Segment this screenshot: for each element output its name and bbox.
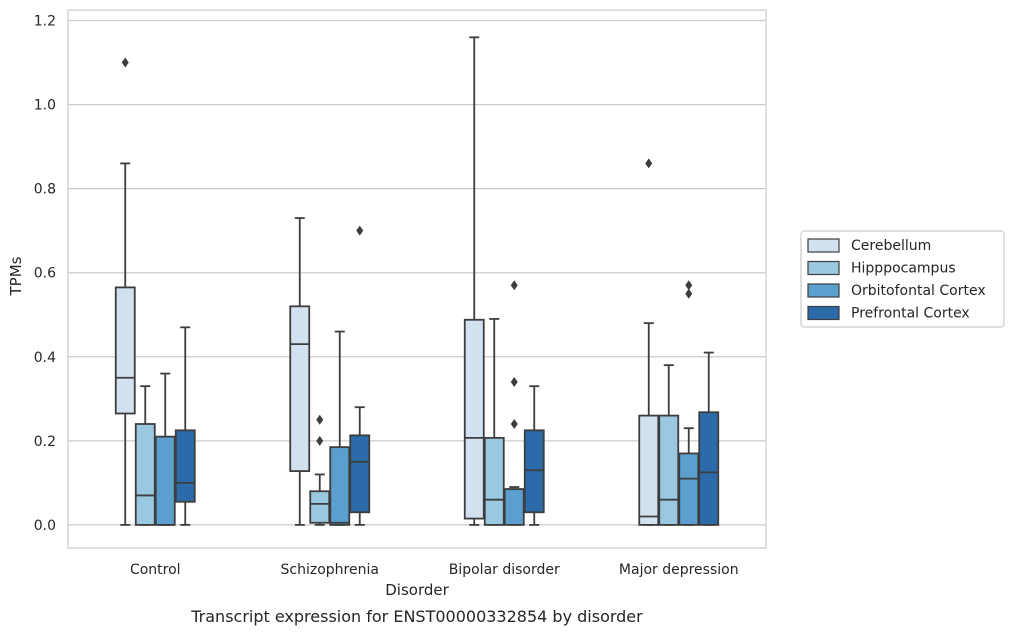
box-4-group-2 xyxy=(349,225,371,526)
box-iqr xyxy=(349,434,371,514)
box-iqr xyxy=(289,305,311,472)
figure-caption: Transcript expression for ENST0000033285… xyxy=(190,607,643,626)
x-tick-label: Control xyxy=(130,562,181,578)
x-axis-label: Disorder xyxy=(385,581,449,599)
box-3-group-2 xyxy=(329,330,351,526)
legend-swatch xyxy=(807,260,840,276)
y-tick-label: 0.0 xyxy=(34,518,56,534)
outlier-point xyxy=(685,280,693,291)
x-tick-label: Major depression xyxy=(619,562,739,578)
box-1-group-4 xyxy=(638,158,660,526)
y-tick-label: 0.8 xyxy=(34,182,56,198)
y-tick-label: 0.6 xyxy=(34,266,56,282)
x-tick-label: Bipolar disorder xyxy=(449,562,560,578)
box-iqr xyxy=(678,452,700,526)
outlier-point xyxy=(510,376,518,387)
outlier-point xyxy=(316,435,324,446)
box-iqr xyxy=(134,423,156,526)
box-2-group-1 xyxy=(134,385,156,526)
box-iqr xyxy=(698,411,720,526)
legend-frame xyxy=(800,230,1005,328)
box-1-group-2 xyxy=(289,217,311,526)
outlier-point xyxy=(510,280,518,291)
box-iqr xyxy=(658,414,680,526)
box-iqr xyxy=(483,436,505,526)
legend-label: Cerebellum xyxy=(851,238,931,254)
outlier-point xyxy=(356,225,364,236)
x-tick-labels: Control Schizophrenia Bipolar disorder Majo… xyxy=(130,562,739,578)
outlier-point xyxy=(685,288,693,299)
legend: Cerebellum Hipppocampus Orbitofontal Corte… xyxy=(800,230,1005,328)
legend-swatch xyxy=(807,283,840,298)
box-iqr xyxy=(154,435,176,526)
y-tick-label: 0.2 xyxy=(34,434,56,450)
outlier-point xyxy=(316,414,324,425)
plot-area-frame xyxy=(67,9,767,549)
box-iqr xyxy=(463,318,485,520)
box-1-group-3 xyxy=(463,36,485,526)
box-iqr xyxy=(309,490,331,524)
box-4-group-4 xyxy=(698,351,720,526)
box-iqr xyxy=(114,286,136,415)
box-2-group-2 xyxy=(309,414,331,526)
box-2-group-3 xyxy=(483,318,505,526)
y-tick-label: 1.2 xyxy=(34,14,56,30)
outlier-point xyxy=(645,158,653,169)
box-3-group-4 xyxy=(678,280,700,526)
y-tick-label: 0.4 xyxy=(34,350,56,366)
box-iqr xyxy=(523,429,545,514)
box-1-group-1 xyxy=(114,57,136,526)
outlier-point xyxy=(121,57,129,68)
box-3-group-1 xyxy=(154,372,176,526)
outlier-point xyxy=(510,419,518,430)
y-axis-label: TPMs xyxy=(7,256,25,296)
box-4-group-1 xyxy=(174,326,196,526)
box-iqr xyxy=(638,414,660,526)
legend-label: Hipppocampus xyxy=(851,261,956,277)
box-iqr xyxy=(174,429,196,503)
y-tick-label: 1.0 xyxy=(34,98,56,114)
legend-swatch xyxy=(807,305,840,321)
box-groups xyxy=(114,36,720,526)
box-2-group-4 xyxy=(658,364,680,526)
legend-swatch xyxy=(807,238,840,253)
legend-label: Orbitofontal Cortex xyxy=(851,283,986,299)
box-3-group-3 xyxy=(503,280,525,526)
y-tick-labels: 0.0 0.2 0.4 0.6 0.8 1.0 1.2 xyxy=(34,14,56,534)
box-4-group-3 xyxy=(523,385,545,526)
box-iqr xyxy=(329,446,351,526)
legend-label: Prefrontal Cortex xyxy=(851,306,970,322)
x-tick-label: Schizophrenia xyxy=(281,562,379,578)
box-iqr xyxy=(503,488,525,526)
